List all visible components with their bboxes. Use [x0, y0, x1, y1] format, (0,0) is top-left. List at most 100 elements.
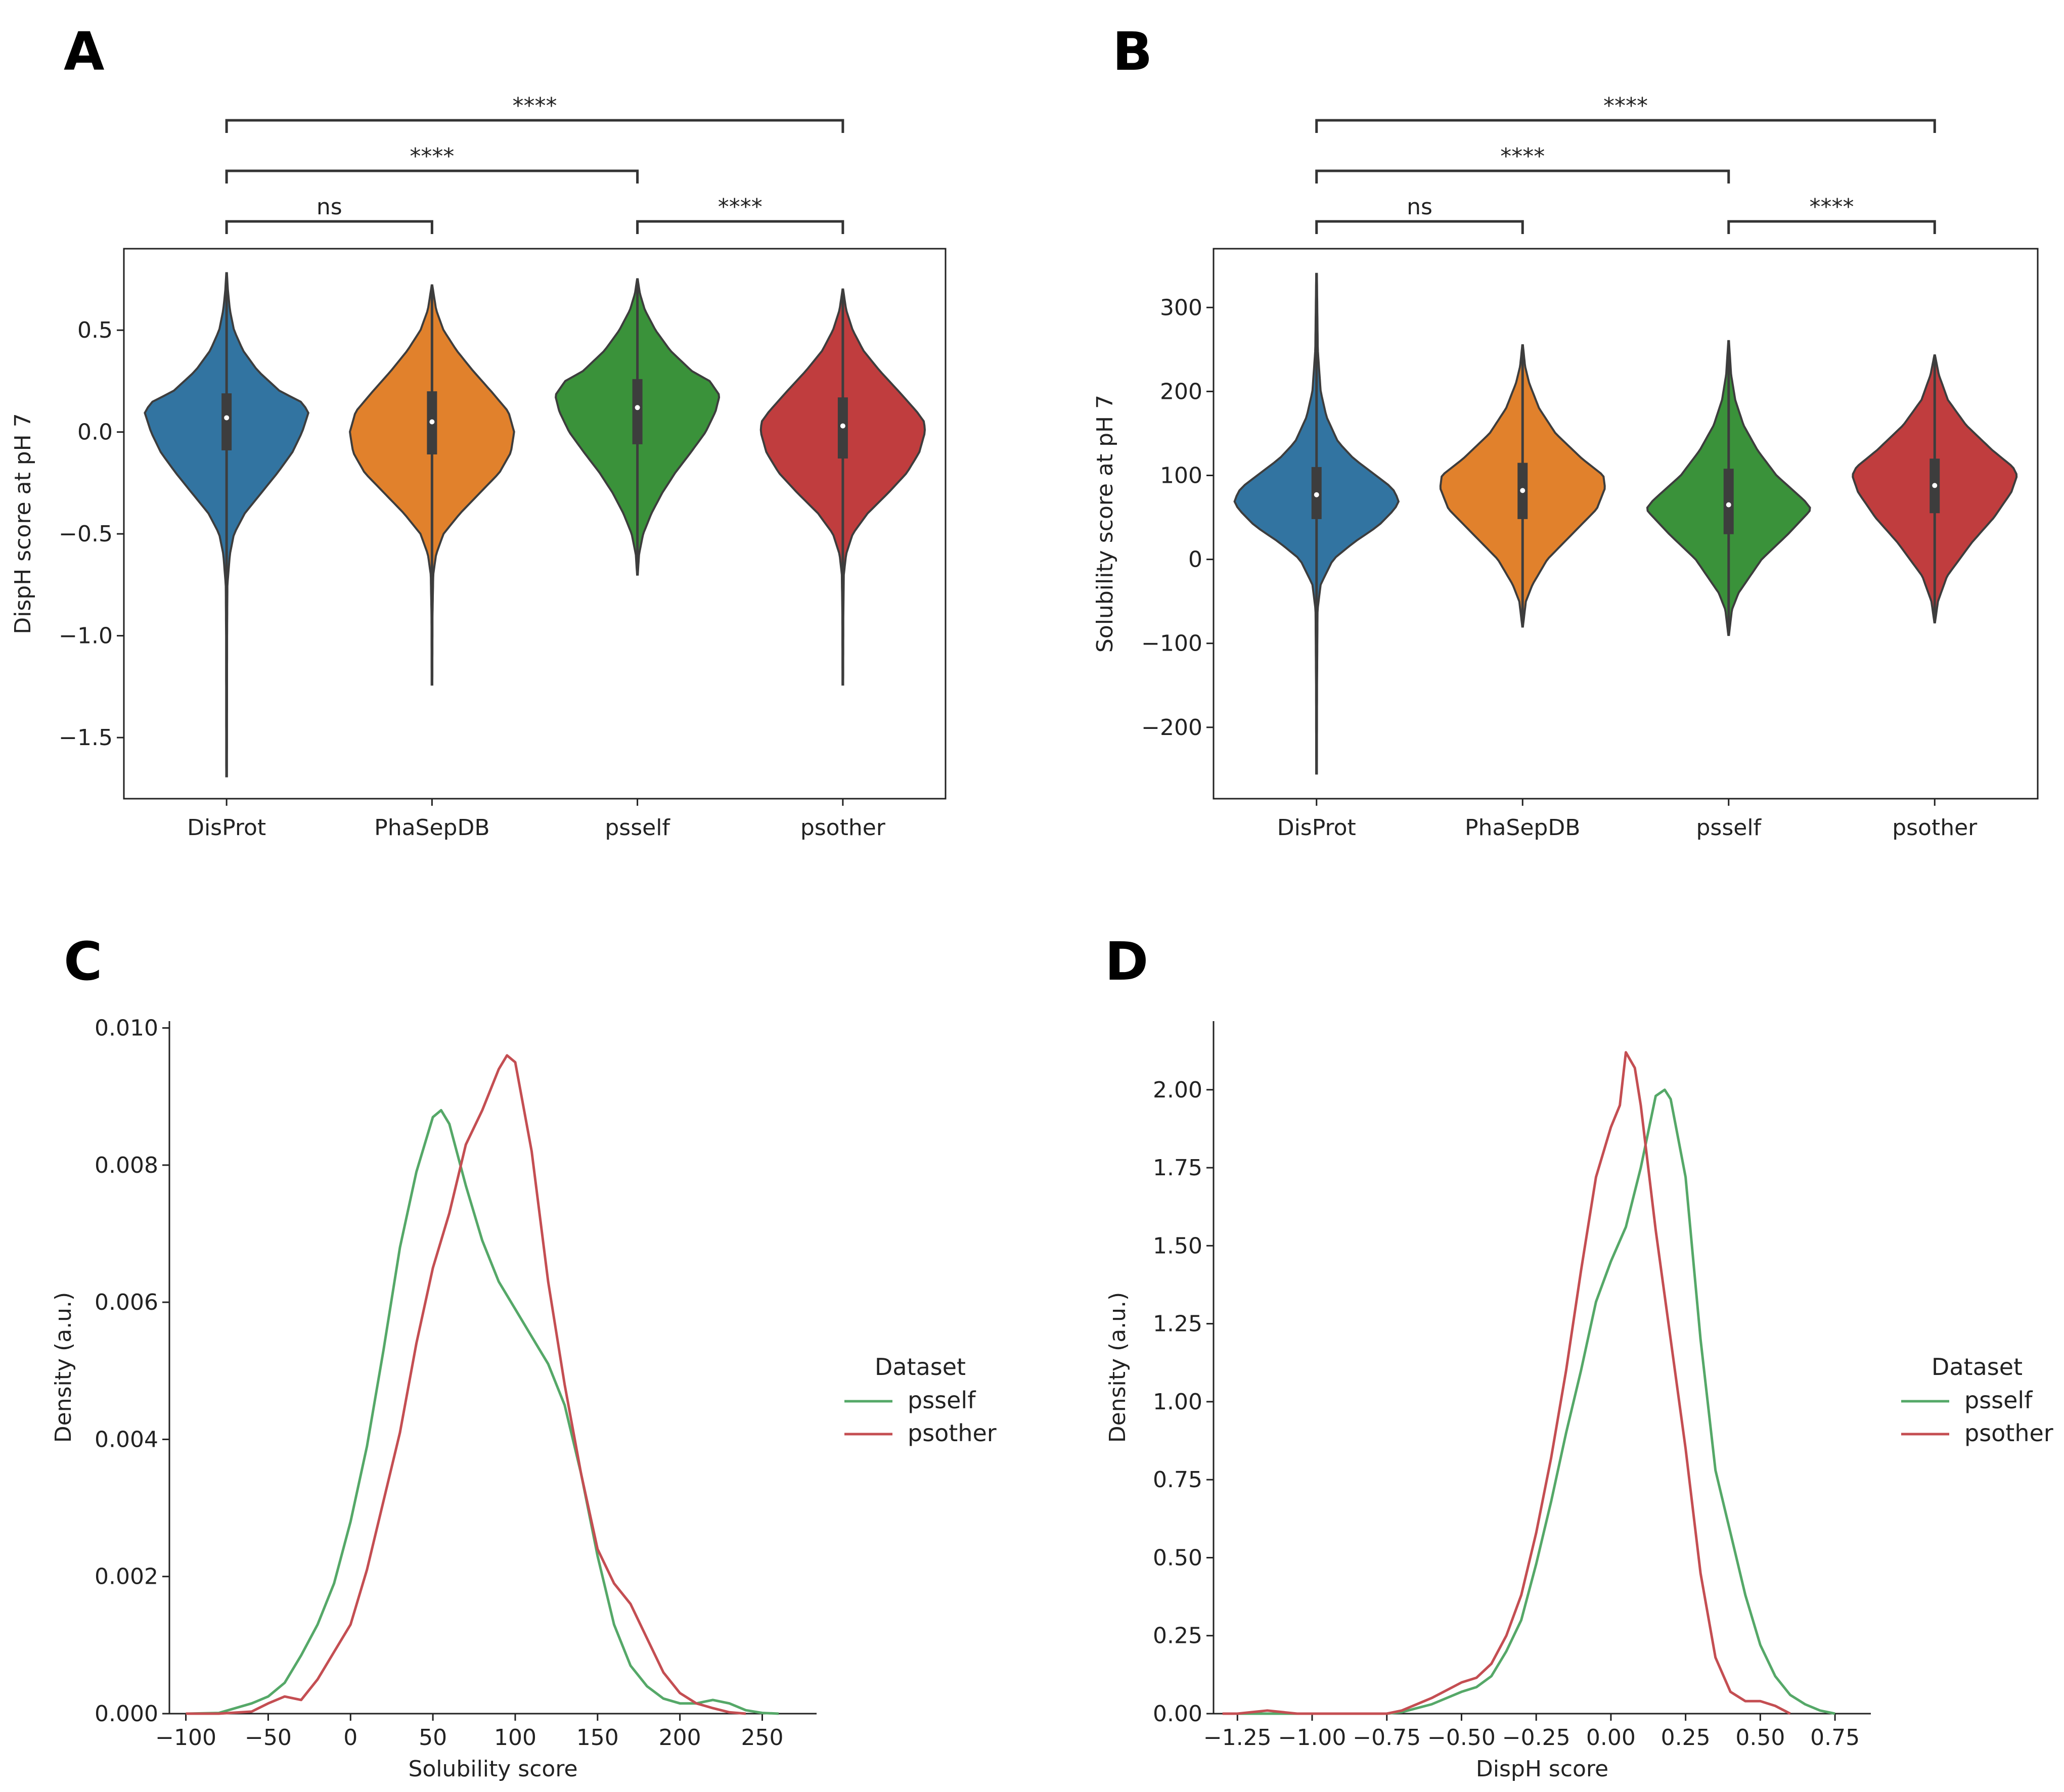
panel-a-violin-chart: −1.5 −1.0 −0.5 0.0 0.5 DisProt PhaSepDB psself p… [10, 93, 947, 841]
median-point-DisProt [1314, 492, 1319, 497]
y-tick-label: 0 [1188, 547, 1202, 573]
x-tick-label: PhaSepDB [1465, 815, 1580, 841]
y-tick-label: 0.008 [95, 1153, 158, 1178]
significance-label: **** [1603, 93, 1648, 119]
y-tick-label: 0.5 [77, 317, 113, 343]
x-axis-label: DispH score [1476, 1756, 1608, 1782]
median-point-DisProt [224, 415, 230, 421]
x-tick-label: −1.25 [1203, 1725, 1272, 1751]
y-tick-label: 0.004 [95, 1427, 158, 1452]
iqr-box-psself [632, 379, 643, 444]
x-tick-label: 250 [741, 1725, 784, 1751]
y-tick-label: 1.75 [1153, 1155, 1202, 1181]
significance-bracket [1315, 119, 1936, 133]
legend-label: psother [1964, 1419, 2053, 1447]
panel-letter-a: A [64, 21, 105, 82]
y-tick-label: 1.25 [1153, 1311, 1202, 1337]
panel-c-density-chart: 0.000 0.002 0.004 0.006 0.008 0.010 −100 −50 0 50… [51, 1016, 997, 1782]
median-point-psother [1932, 483, 1938, 488]
x-tick-label: −0.75 [1353, 1725, 1421, 1751]
legend-label: psself [1964, 1387, 2033, 1414]
x-tick-label: psother [1892, 815, 1978, 841]
x-tick-label: PhaSepDB [374, 815, 489, 841]
y-tick-label: 300 [1160, 295, 1202, 320]
y-tick-label: 0.00 [1153, 1701, 1202, 1727]
median-point-psself [1726, 502, 1731, 508]
density-line-psother [186, 1054, 746, 1715]
plot-frame [1213, 248, 2039, 800]
panel-d-density-chart: 0.00 0.25 0.50 0.75 1.00 1.25 1.50 1.75 2.00 −1.2… [1105, 1021, 2053, 1782]
significance-label: **** [1500, 144, 1545, 169]
median-point-PhaSepDB [429, 419, 435, 425]
density-line-psother [1222, 1051, 1791, 1715]
x-tick-label: 0.75 [1810, 1725, 1860, 1751]
panel-b-violin-chart: −200 −100 0 100 200 300 DisProt PhaSepDB psself p… [1092, 93, 2039, 841]
y-tick-label: −0.5 [59, 521, 113, 547]
y-tick-label: 0.25 [1153, 1623, 1202, 1649]
y-tick-label: 0.000 [95, 1701, 158, 1727]
x-tick-label: psself [605, 815, 670, 841]
x-tick-label: 0.50 [1735, 1725, 1785, 1751]
y-axis-label: Density (a.u.) [1105, 1292, 1131, 1443]
significance-label: ns [317, 194, 342, 220]
panel-letter-d: D [1105, 931, 1148, 992]
x-tick-label: −1.00 [1278, 1725, 1347, 1751]
significance-bracket [636, 220, 844, 234]
x-tick-label: −100 [155, 1725, 216, 1751]
y-axis-label: Density (a.u.) [51, 1292, 76, 1443]
plot-frame [123, 248, 947, 800]
significance-label: **** [410, 144, 454, 169]
x-tick-label: 0.25 [1661, 1725, 1711, 1751]
x-tick-label: −0.50 [1427, 1725, 1496, 1751]
x-tick-label: DisProt [187, 815, 266, 841]
median-point-psother [840, 423, 845, 429]
y-tick-label: −1.5 [59, 725, 113, 751]
y-tick-label: 100 [1160, 463, 1202, 488]
x-tick-label: 100 [494, 1725, 536, 1751]
y-tick-label: 2.00 [1153, 1077, 1202, 1103]
median-point-psself [635, 405, 640, 410]
panel-letter-b: B [1112, 21, 1152, 82]
y-tick-label: 0.0 [77, 420, 113, 445]
y-tick-label: 0.002 [95, 1564, 158, 1590]
y-tick-label: 0.75 [1153, 1467, 1202, 1493]
significance-bracket [225, 220, 433, 234]
significance-label: **** [1810, 194, 1854, 220]
y-tick-label: 0.006 [95, 1290, 158, 1315]
significance-bracket [1315, 220, 1524, 234]
iqr-box-DisProt [221, 393, 232, 450]
significance-bracket [1727, 220, 1936, 234]
x-tick-label: 200 [659, 1725, 701, 1751]
y-tick-label: 1.00 [1153, 1389, 1202, 1415]
significance-label: **** [513, 93, 557, 119]
y-axis-label: DispH score at pH 7 [10, 413, 36, 634]
significance-bracket [225, 169, 639, 183]
y-tick-label: 200 [1160, 379, 1202, 404]
median-point-PhaSepDB [1520, 488, 1525, 493]
legend-label: psself [908, 1387, 976, 1414]
x-tick-label: 50 [419, 1725, 447, 1751]
significance-bracket [1315, 169, 1730, 183]
y-tick-label: 0.010 [95, 1016, 158, 1041]
y-tick-label: −100 [1141, 631, 1202, 657]
x-tick-label: psself [1696, 815, 1762, 841]
x-tick-label: 0 [343, 1725, 357, 1751]
x-axis-label: Solubility score [408, 1756, 577, 1782]
significance-label: ns [1407, 194, 1432, 220]
y-tick-label: 0.50 [1153, 1545, 1202, 1571]
x-tick-label: −50 [245, 1725, 292, 1751]
x-tick-label: 150 [576, 1725, 619, 1751]
x-tick-label: 0.00 [1586, 1725, 1636, 1751]
significance-label: **** [718, 194, 762, 220]
y-tick-label: −200 [1141, 715, 1202, 741]
significance-bracket [225, 119, 844, 133]
legend-label: psother [908, 1419, 997, 1447]
y-tick-label: −1.0 [59, 623, 113, 649]
panel-letter-c: C [64, 931, 102, 992]
x-tick-label: psother [800, 815, 886, 841]
legend-title: Dataset [875, 1353, 966, 1381]
density-line-psself [1237, 1088, 1835, 1715]
y-axis-label: Solubility score at pH 7 [1092, 395, 1118, 653]
x-tick-label: DisProt [1277, 815, 1356, 841]
